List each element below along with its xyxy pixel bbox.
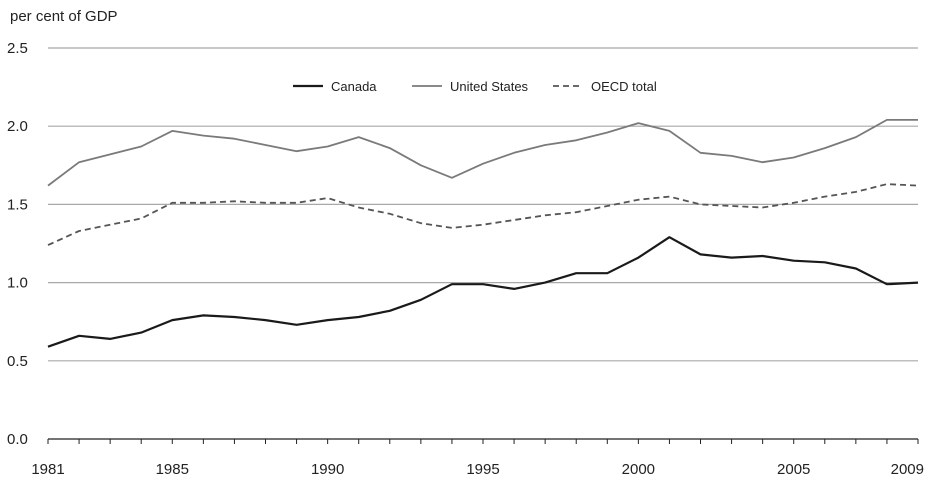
gridlines [48,47,918,362]
y-tick-label: 1.0 [7,275,28,292]
x-tick-label: 2009 [891,461,924,478]
y-axis-ticks: 0.0 0.5 1.0 1.5 2.0 2.5 [7,40,28,448]
x-tick-label: 2005 [777,461,810,478]
x-tick-label: 1990 [311,461,344,478]
x-axis: 1981 1985 1990 1995 2000 2005 2009 [31,438,924,478]
legend-label-oecd-total: OECD total [591,79,657,94]
y-tick-label: 0.5 [7,353,28,370]
series-line-canada [47,236,919,348]
x-tick-label: 1985 [156,461,189,478]
series-line-oecd-total [47,183,919,246]
y-axis-unit-label: per cent of GDP [10,8,118,25]
y-tick-label: 0.0 [7,431,28,448]
legend-label-canada: Canada [331,79,377,94]
y-tick-label: 2.5 [7,40,28,57]
x-tick-label: 2000 [622,461,655,478]
y-tick-label: 2.0 [7,118,28,135]
x-tick-label: 1995 [466,461,499,478]
x-tick-label: 1981 [31,461,64,478]
legend: Canada United States OECD total [293,79,657,94]
series-line-united-states [47,119,918,187]
series-lines [47,119,919,348]
y-tick-label: 1.5 [7,196,28,213]
legend-label-united-states: United States [450,79,529,94]
